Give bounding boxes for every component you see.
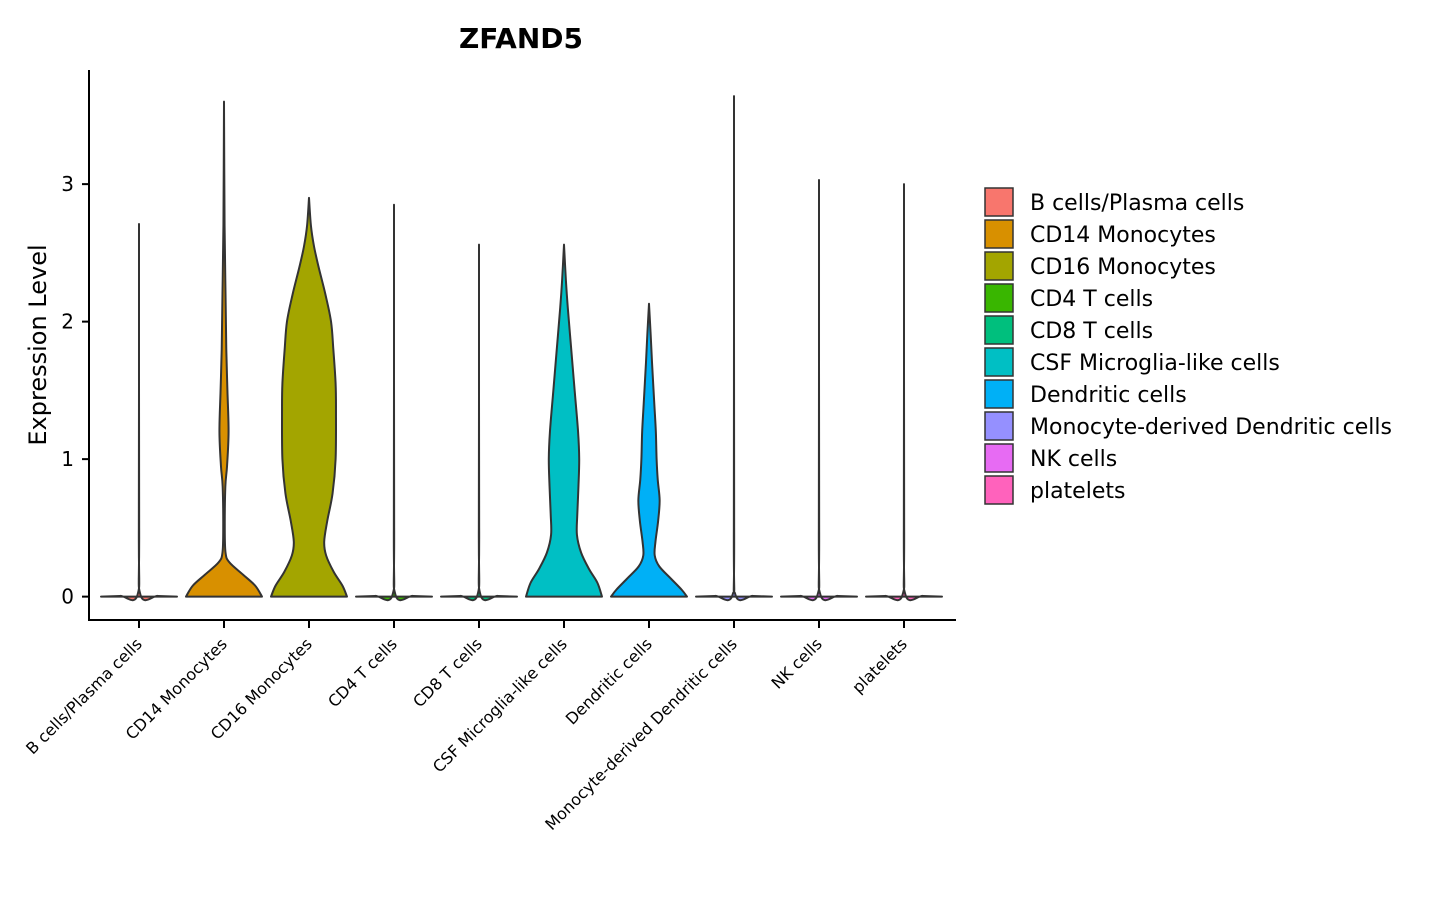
legend-key-cd14-monocytes bbox=[984, 219, 1014, 249]
legend-label: CD14 Monocytes bbox=[1030, 223, 1216, 248]
violin-cd4-t-cells bbox=[355, 203, 433, 602]
violin-cd8-t-cells bbox=[440, 243, 518, 602]
legend-label: platelets bbox=[1030, 479, 1125, 504]
x-tick-label: CD8 T cells bbox=[409, 634, 486, 711]
y-tick-label: 1 bbox=[61, 447, 74, 471]
violin-cd16-monocytes bbox=[270, 196, 348, 598]
legend-label: CD16 Monocytes bbox=[1030, 255, 1216, 280]
violin-csf-microglia-like-cells bbox=[525, 243, 603, 598]
legend-key-b-cells-plasma-cells bbox=[984, 187, 1014, 217]
legend-label: Monocyte-derived Dendritic cells bbox=[1030, 415, 1392, 440]
violin-cd14-monocytes bbox=[185, 100, 263, 598]
y-tick-label: 2 bbox=[61, 310, 74, 334]
legend-label: CD4 T cells bbox=[1030, 287, 1153, 312]
legend-key-nk-cells bbox=[984, 443, 1014, 473]
legend-key-cd8-t-cells bbox=[984, 315, 1014, 345]
legend-key-dendritic-cells bbox=[984, 379, 1014, 409]
y-tick-label: 3 bbox=[61, 172, 74, 196]
violins-group bbox=[100, 95, 943, 602]
legend-label: B cells/Plasma cells bbox=[1030, 191, 1244, 216]
chart-title: ZFAND5 bbox=[459, 22, 583, 55]
x-tick-label: CD4 T cells bbox=[324, 634, 401, 711]
violin-dendritic-cells bbox=[610, 302, 688, 598]
violin-b-cells-plasma-cells bbox=[100, 223, 178, 602]
x-tick-label: Dendritic cells bbox=[562, 634, 656, 728]
y-axis-label: Expression Level bbox=[24, 244, 52, 445]
legend-label: NK cells bbox=[1030, 447, 1117, 472]
violin-nk-cells bbox=[780, 179, 858, 602]
x-tick-label: NK cells bbox=[768, 634, 826, 692]
y-tick-label: 0 bbox=[61, 585, 74, 609]
legend-label: Dendritic cells bbox=[1030, 383, 1187, 408]
x-tick-label: B cells/Plasma cells bbox=[22, 634, 146, 758]
x-tick-label: platelets bbox=[848, 634, 911, 697]
y-ticks-group: 0 1 2 3 bbox=[61, 172, 89, 609]
legend-key-cd4-t-cells bbox=[984, 283, 1014, 313]
legend-key-cd16-monocytes bbox=[984, 251, 1014, 281]
legend-key-csf-microglia-like-cells bbox=[984, 347, 1014, 377]
legend-key-monocyte-derived-dendritic-cells bbox=[984, 411, 1014, 441]
x-tick-label: Monocyte-derived Dendritic cells bbox=[541, 634, 741, 834]
legend: B cells/Plasma cells CD14 Monocytes CD16 M… bbox=[984, 187, 1392, 505]
legend-label: CSF Microglia-like cells bbox=[1030, 351, 1280, 376]
violin-monocyte-derived-dendritic-cells bbox=[695, 95, 773, 602]
legend-key-platelets bbox=[984, 475, 1014, 505]
legend-label: CD8 T cells bbox=[1030, 319, 1153, 344]
violin-platelets bbox=[865, 183, 943, 602]
